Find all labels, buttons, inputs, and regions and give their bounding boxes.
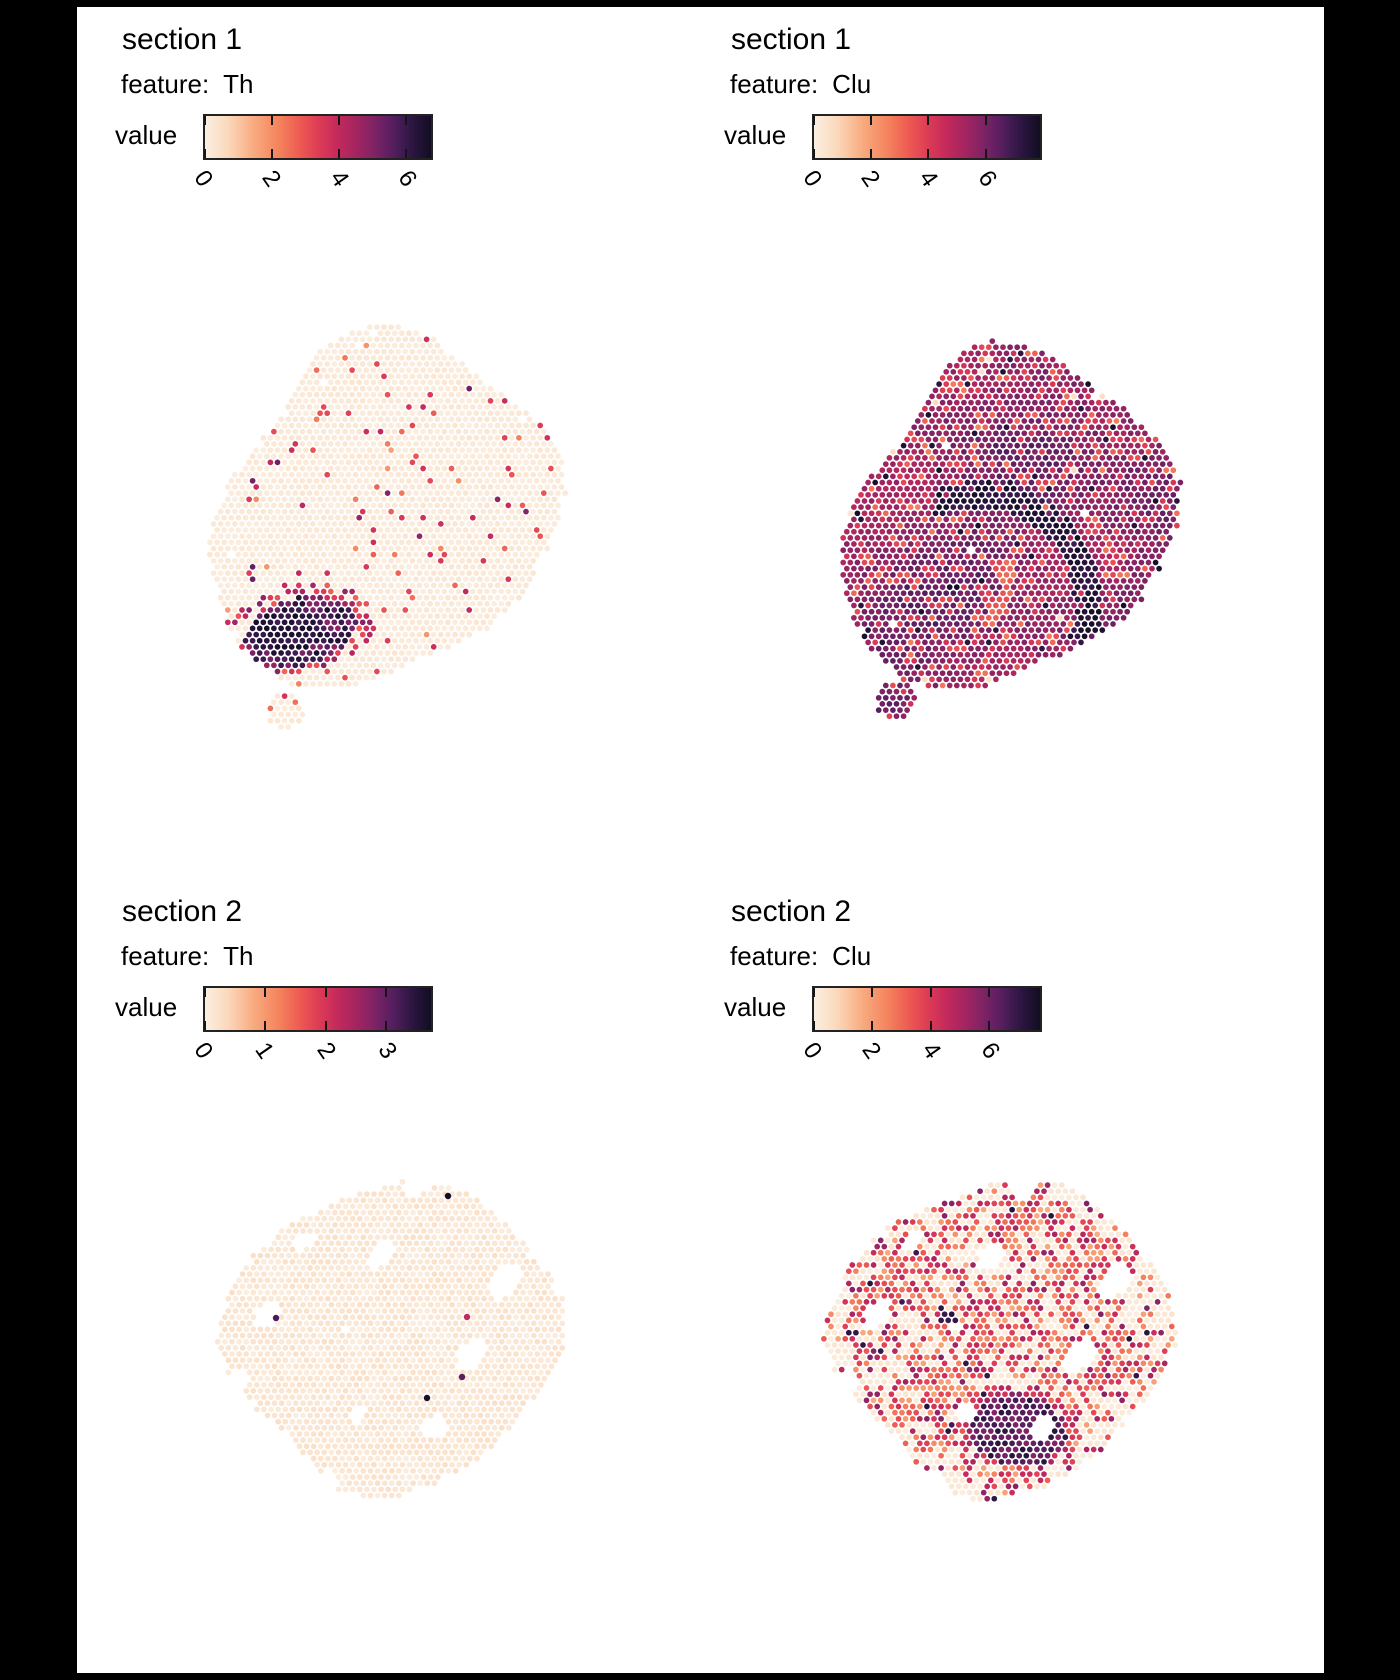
colorbar-tick [264,1021,267,1030]
colorbar-tick [404,149,407,158]
colorbar-tick [870,149,873,158]
feature-line: feature: Clu [730,69,872,99]
tissue-2 [214,1178,566,1499]
panel-title: section 1 [731,23,852,56]
colorbar-tick [813,988,815,997]
feature-label: feature: [730,941,819,971]
colorbar-title: value [115,120,178,150]
tissue-3 [821,1182,1179,1502]
feature-name: Clu [832,941,872,971]
colorbar-tick [927,149,930,158]
colorbar-tick [337,149,340,158]
colorbar-tick [270,116,273,125]
feature-name: Th [223,69,254,99]
colorbar-tick [870,116,873,125]
feature-label: feature: [121,941,210,971]
colorbar-tick [929,1021,932,1030]
black-frame-top [0,0,1400,7]
feature-label: feature: [121,69,210,99]
colorbar-tick [384,988,387,997]
colorbar-tick [204,116,206,125]
feature-name: Th [223,941,254,971]
colorbar [203,986,433,1032]
panel-title: section 2 [731,895,852,928]
colorbar [812,114,1042,160]
colorbar-tick [324,988,327,997]
colorbar-tick [984,116,987,125]
colorbar-tick [871,1021,874,1030]
colorbar-tick [204,1021,206,1030]
panel-title: section 2 [122,895,243,928]
feature-name: Clu [832,69,872,99]
colorbar-tick [384,1021,387,1030]
colorbar [812,986,1042,1032]
colorbar-tick [813,116,815,125]
colorbar-tick [813,1021,815,1030]
colorbar-tick [929,988,932,997]
tissue-0 [207,324,568,730]
colorbar-tick [984,149,987,158]
colorbar-tick [204,149,206,158]
colorbar-tick [987,988,990,997]
colorbar-title: value [115,992,178,1022]
feature-line: feature: Th [121,69,254,99]
feature-label: feature: [730,69,819,99]
feature-line: feature: Clu [730,941,872,971]
colorbar-tick [813,149,815,158]
colorbar-tick [404,116,407,125]
colorbar-tick [204,988,206,997]
colorbar-tick [927,116,930,125]
black-frame-right [1324,0,1400,1680]
colorbar-tick [264,988,267,997]
black-frame-left [0,0,77,1680]
colorbar [203,114,433,160]
colorbar-tick [987,1021,990,1030]
colorbar-title: value [724,992,787,1022]
colorbar-title: value [724,120,787,150]
black-frame-bottom [0,1673,1400,1680]
panel-title: section 1 [122,23,243,56]
colorbar-tick [337,116,340,125]
tissue-1 [840,338,1184,720]
colorbar-tick [871,988,874,997]
feature-line: feature: Th [121,941,254,971]
colorbar-tick [270,149,273,158]
colorbar-tick [324,1021,327,1030]
